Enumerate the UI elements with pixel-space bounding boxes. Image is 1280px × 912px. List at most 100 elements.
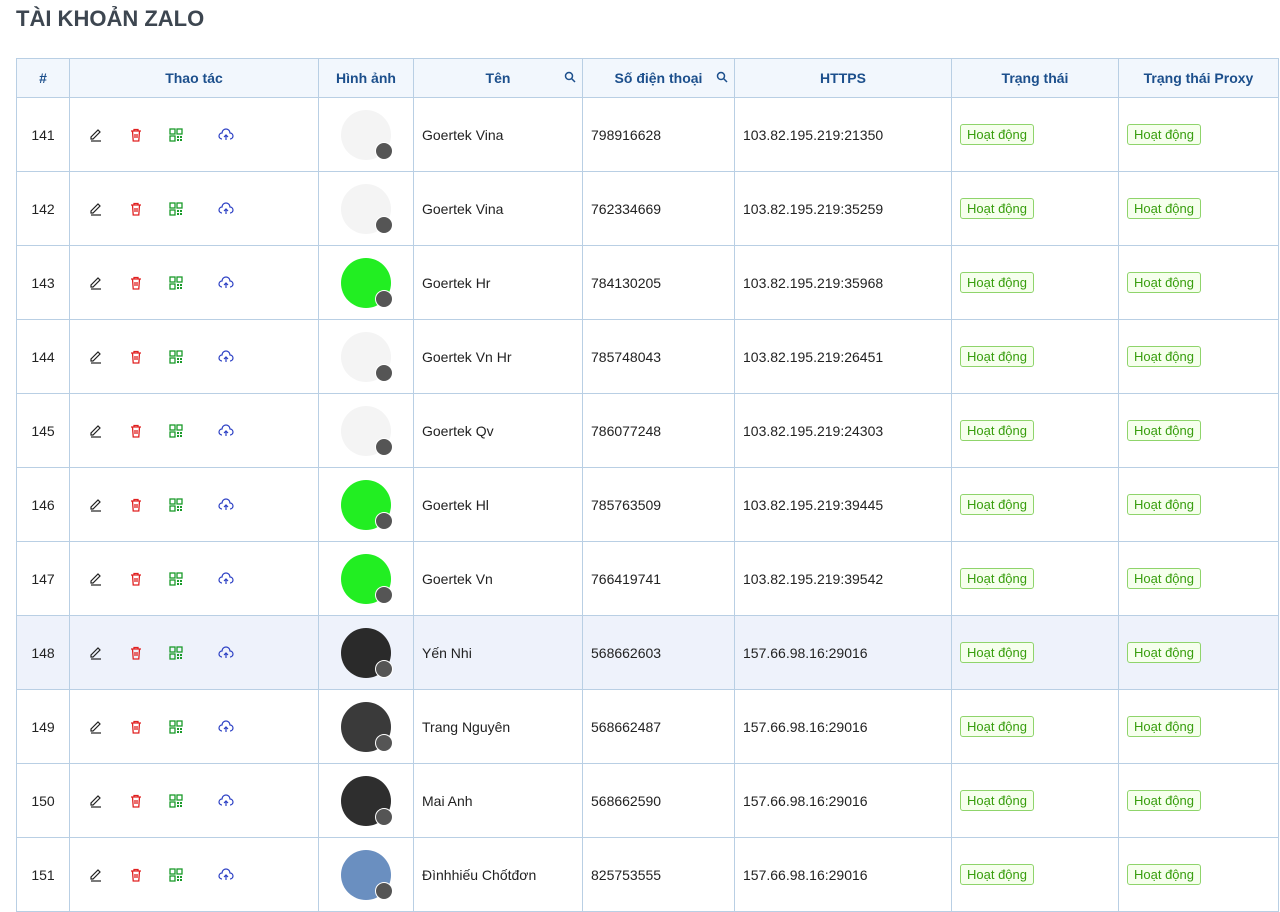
- qr-button[interactable]: [168, 275, 184, 291]
- actions: [78, 201, 310, 217]
- proxy-status-cell: Hoạt động: [1118, 467, 1279, 542]
- edit-button[interactable]: [88, 793, 104, 809]
- delete-button[interactable]: [128, 645, 144, 661]
- edit-button[interactable]: [88, 201, 104, 217]
- camera-icon[interactable]: [375, 363, 393, 382]
- proxy-address: 103.82.195.219:21350: [734, 97, 952, 172]
- avatar-cell: [318, 763, 414, 838]
- delete-button[interactable]: [128, 275, 144, 291]
- qr-button[interactable]: [168, 127, 184, 143]
- camera-icon[interactable]: [375, 585, 393, 604]
- sync-button[interactable]: [218, 719, 234, 735]
- page: TÀI KHOẢN ZALO # Thao tác Hình ảnh Tên Số đi…: [16, 6, 1279, 912]
- delete-button[interactable]: [128, 349, 144, 365]
- accounts-table: # Thao tác Hình ảnh Tên Số điện thoại HTTPS Tr…: [16, 58, 1279, 912]
- qr-button[interactable]: [168, 571, 184, 587]
- column-label: Trạng thái: [1001, 70, 1069, 86]
- camera-icon[interactable]: [375, 141, 393, 160]
- qr-button[interactable]: [168, 423, 184, 439]
- status-badge: Hoạt động: [1127, 272, 1201, 293]
- avatar[interactable]: [341, 849, 393, 900]
- camera-icon[interactable]: [375, 659, 393, 678]
- avatar-cell: [318, 467, 414, 542]
- camera-icon[interactable]: [375, 733, 393, 752]
- edit-button[interactable]: [88, 719, 104, 735]
- row-id: 151: [16, 837, 70, 912]
- column-header: #: [16, 58, 70, 98]
- sync-button[interactable]: [218, 497, 234, 513]
- table-row: 144 Goertek Vn Hr 785748043 103.82.195.219:…: [16, 319, 1279, 394]
- avatar[interactable]: [341, 701, 393, 752]
- camera-icon[interactable]: [375, 511, 393, 530]
- qr-button[interactable]: [168, 497, 184, 513]
- edit-button[interactable]: [88, 867, 104, 883]
- search-icon[interactable]: [716, 71, 728, 83]
- delete-button[interactable]: [128, 127, 144, 143]
- sync-button[interactable]: [218, 127, 234, 143]
- avatar[interactable]: [341, 479, 393, 530]
- avatar[interactable]: [341, 775, 393, 826]
- proxy-status-cell: Hoạt động: [1118, 689, 1279, 764]
- avatar[interactable]: [341, 331, 393, 382]
- avatar[interactable]: [341, 257, 393, 308]
- avatar[interactable]: [341, 109, 393, 160]
- delete-button[interactable]: [128, 497, 144, 513]
- avatar[interactable]: [341, 627, 393, 678]
- avatar[interactable]: [341, 553, 393, 604]
- qr-button[interactable]: [168, 719, 184, 735]
- camera-icon[interactable]: [375, 289, 393, 308]
- edit-button[interactable]: [88, 497, 104, 513]
- qr-button[interactable]: [168, 793, 184, 809]
- avatar[interactable]: [341, 183, 393, 234]
- delete-button[interactable]: [128, 201, 144, 217]
- actions-cell: [69, 97, 319, 172]
- edit-button[interactable]: [88, 423, 104, 439]
- qr-button[interactable]: [168, 201, 184, 217]
- sync-button[interactable]: [218, 201, 234, 217]
- edit-button[interactable]: [88, 275, 104, 291]
- table-row: 146 Goertek Hl 785763509 103.82.195.219:394…: [16, 467, 1279, 542]
- edit-button[interactable]: [88, 571, 104, 587]
- avatar-cell: [318, 689, 414, 764]
- sync-button[interactable]: [218, 645, 234, 661]
- edit-button[interactable]: [88, 645, 104, 661]
- table-row: 149 Trang Nguyên 568662487 157.66.98.16:290…: [16, 689, 1279, 764]
- camera-icon[interactable]: [375, 215, 393, 234]
- sync-button[interactable]: [218, 793, 234, 809]
- qr-button[interactable]: [168, 867, 184, 883]
- proxy-status-cell: Hoạt động: [1118, 319, 1279, 394]
- row-id: 141: [16, 97, 70, 172]
- proxy-address: 157.66.98.16:29016: [734, 837, 952, 912]
- phone-number: 568662487: [582, 689, 735, 764]
- actions-cell: [69, 245, 319, 320]
- phone-number: 766419741: [582, 541, 735, 616]
- camera-icon[interactable]: [375, 881, 393, 900]
- edit-button[interactable]: [88, 127, 104, 143]
- column-label: #: [39, 70, 47, 86]
- camera-icon[interactable]: [375, 437, 393, 456]
- sync-button[interactable]: [218, 867, 234, 883]
- delete-button[interactable]: [128, 719, 144, 735]
- edit-button[interactable]: [88, 349, 104, 365]
- delete-button[interactable]: [128, 867, 144, 883]
- sync-button[interactable]: [218, 349, 234, 365]
- qr-button[interactable]: [168, 349, 184, 365]
- search-icon[interactable]: [564, 71, 576, 83]
- sync-button[interactable]: [218, 571, 234, 587]
- column-label: HTTPS: [820, 70, 866, 86]
- row-id: 148: [16, 615, 70, 690]
- avatar-cell: [318, 97, 414, 172]
- sync-button[interactable]: [218, 423, 234, 439]
- delete-button[interactable]: [128, 571, 144, 587]
- delete-button[interactable]: [128, 423, 144, 439]
- delete-button[interactable]: [128, 793, 144, 809]
- camera-icon[interactable]: [375, 807, 393, 826]
- table-row: 143 Goertek Hr 784130205 103.82.195.219:359…: [16, 245, 1279, 320]
- column-header: Thao tác: [69, 58, 319, 98]
- qr-button[interactable]: [168, 645, 184, 661]
- status-badge: Hoạt động: [1127, 346, 1201, 367]
- avatar[interactable]: [341, 405, 393, 456]
- status-badge: Hoạt động: [1127, 124, 1201, 145]
- sync-button[interactable]: [218, 275, 234, 291]
- proxy-address: 157.66.98.16:29016: [734, 689, 952, 764]
